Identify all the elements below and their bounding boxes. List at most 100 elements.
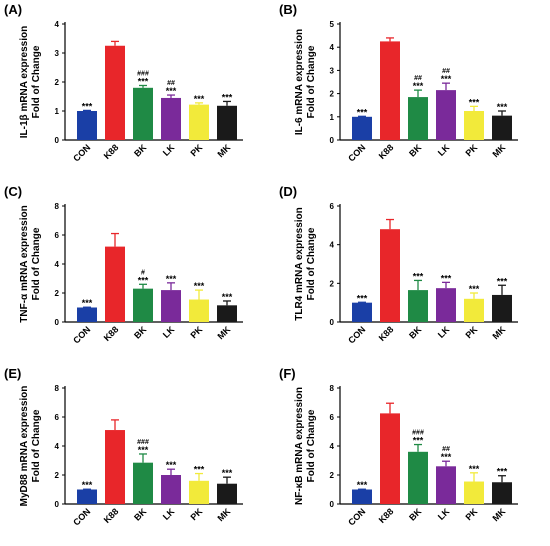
x-category-label-pk: PK xyxy=(463,324,479,340)
bar-con xyxy=(352,489,372,504)
significance-label: *** xyxy=(441,273,452,283)
bar-pk xyxy=(464,111,484,140)
y-axis-label-line-0: IL-1β mRNA expression xyxy=(19,26,30,138)
bar-mk xyxy=(492,294,512,322)
significance-label: *** xyxy=(166,274,177,284)
significance-label: *** xyxy=(357,293,368,303)
x-category-label-mk: MK xyxy=(490,142,507,159)
y-axis-label-line-0: TNF-α mRNA expression xyxy=(19,205,30,322)
y-axis-label-line-1: Fold of Change xyxy=(31,227,42,300)
y-tick-label: 0 xyxy=(330,500,335,509)
bar-pk xyxy=(189,480,209,504)
x-category-label-lk: LK xyxy=(161,506,177,522)
chart-panel-1: (B) IL-6 mRNA expression Fold of Change 0 1 2… xyxy=(279,2,518,164)
x-category-label-k88: K88 xyxy=(377,324,396,343)
hash-significance-label: ## xyxy=(414,75,422,82)
x-category-label-lk: LK xyxy=(436,142,452,158)
significance-label: *** xyxy=(413,436,424,446)
bar-k88 xyxy=(380,41,400,140)
x-category-label-pk: PK xyxy=(188,142,204,158)
y-tick-label: 2 xyxy=(55,471,60,480)
x-category-label-lk: LK xyxy=(436,324,452,340)
bar-con xyxy=(77,307,97,322)
x-category-label-con: CON xyxy=(346,506,367,527)
x-category-label-bk: BK xyxy=(407,506,424,523)
bar-con xyxy=(352,302,372,322)
x-category-label-mk: MK xyxy=(490,506,507,523)
x-category-label-con: CON xyxy=(71,506,92,527)
bar-lk xyxy=(161,290,181,322)
x-category-label-k88: K88 xyxy=(377,142,396,161)
x-category-label-bk: BK xyxy=(407,142,424,159)
y-tick-label: 0 xyxy=(55,318,60,327)
significance-label: *** xyxy=(497,467,508,477)
bar-k88 xyxy=(105,246,125,322)
y-axis-label-line-1: Fold of Change xyxy=(306,45,317,118)
bar-mk xyxy=(217,305,237,322)
significance-label: *** xyxy=(357,480,368,490)
y-tick-label: 4 xyxy=(330,241,335,250)
bar-bk xyxy=(133,87,153,140)
y-tick-label: 2 xyxy=(55,78,60,87)
y-tick-label: 1 xyxy=(55,107,60,116)
x-category-label-lk: LK xyxy=(161,324,177,340)
hash-significance-label: ## xyxy=(442,446,450,453)
panel-letter: (D) xyxy=(279,184,297,199)
y-tick-label: 4 xyxy=(55,442,60,451)
x-category-label-k88: K88 xyxy=(102,142,121,161)
x-category-label-pk: PK xyxy=(463,142,479,158)
y-axis-label-line-0: NF-κB mRNA expression xyxy=(294,387,305,505)
bar-k88 xyxy=(105,45,125,140)
y-tick-label: 6 xyxy=(330,202,335,211)
bar-con xyxy=(77,489,97,504)
significance-label: *** xyxy=(413,271,424,281)
y-tick-label: 5 xyxy=(330,20,335,29)
y-tick-label: 2 xyxy=(55,289,60,298)
bar-bk xyxy=(133,462,153,504)
y-tick-label: 8 xyxy=(330,384,335,393)
bar-lk xyxy=(161,97,181,140)
chart-panel-0: (A) IL-1β mRNA expression Fold of Change 0 1… xyxy=(4,2,243,164)
bar-mk xyxy=(217,483,237,504)
x-category-label-mk: MK xyxy=(490,324,507,341)
bar-k88 xyxy=(380,413,400,504)
x-category-label-bk: BK xyxy=(132,142,149,159)
y-tick-label: 6 xyxy=(330,413,335,422)
x-category-label-mk: MK xyxy=(215,506,232,523)
significance-label: *** xyxy=(194,281,205,291)
x-category-label-bk: BK xyxy=(407,324,424,341)
y-axis-label-line-0: IL-6 mRNA expression xyxy=(294,29,305,135)
significance-label: *** xyxy=(166,86,177,96)
hash-significance-label: ### xyxy=(412,430,424,437)
significance-label: *** xyxy=(166,460,177,470)
y-tick-label: 3 xyxy=(55,49,60,58)
x-category-label-con: CON xyxy=(71,142,92,163)
x-category-label-con: CON xyxy=(346,142,367,163)
hash-significance-label: ## xyxy=(442,68,450,75)
bar-pk xyxy=(464,298,484,322)
bar-lk xyxy=(436,466,456,504)
panel-letter: (E) xyxy=(4,366,21,381)
x-category-label-mk: MK xyxy=(215,324,232,341)
significance-label: *** xyxy=(82,298,93,308)
significance-label: *** xyxy=(222,292,233,302)
bar-k88 xyxy=(380,229,400,322)
significance-label: *** xyxy=(497,276,508,286)
x-category-label-lk: LK xyxy=(436,506,452,522)
bar-k88 xyxy=(105,430,125,504)
y-axis-label-line-1: Fold of Change xyxy=(31,409,42,482)
y-tick-label: 2 xyxy=(330,90,335,99)
bar-bk xyxy=(408,290,428,322)
bar-mk xyxy=(492,482,512,504)
y-axis-label-line-1: Fold of Change xyxy=(31,45,42,118)
chart-panel-3: (D) TLR4 mRNA expression Fold of Change 0 2 4… xyxy=(279,184,518,346)
bar-con xyxy=(352,116,372,140)
bar-mk xyxy=(217,105,237,140)
y-tick-label: 4 xyxy=(55,260,60,269)
x-category-label-con: CON xyxy=(71,324,92,345)
x-category-label-pk: PK xyxy=(188,506,204,522)
panel-letter: (F) xyxy=(279,366,296,381)
significance-label: *** xyxy=(222,92,233,102)
significance-label: *** xyxy=(469,284,480,294)
y-tick-label: 2 xyxy=(330,471,335,480)
